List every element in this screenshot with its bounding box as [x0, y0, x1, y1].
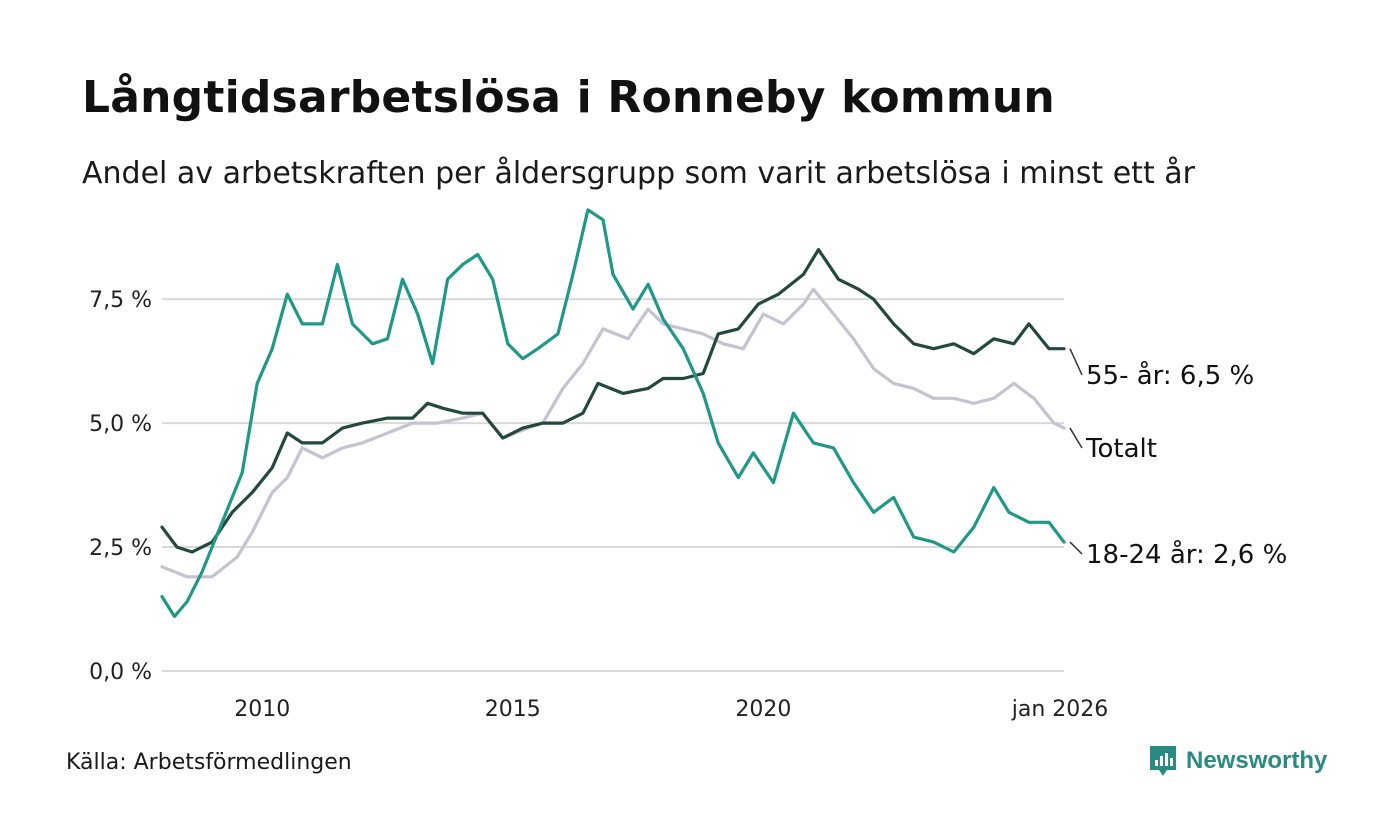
y-tick-label: 0,0 %	[89, 660, 152, 685]
chart-title: Långtidsarbetslösa i Ronneby kommun	[82, 72, 1055, 123]
label-connector-0	[1069, 427, 1083, 449]
x-tick-label: 2015	[485, 697, 541, 722]
source-note: Källa: Arbetsförmedlingen	[66, 750, 352, 775]
label-connector-2	[1069, 541, 1083, 555]
y-axis: 0,0 % 2,5 % 5,0 % 7,5 %	[89, 288, 152, 685]
series-label-2: 18-24 år: 2,6 %	[1086, 539, 1287, 570]
y-tick-label: 2,5 %	[89, 536, 152, 561]
series-line-2	[160, 208, 1066, 619]
x-tick-label: 2020	[735, 697, 791, 722]
newsworthy-logo-icon	[1150, 746, 1176, 776]
y-tick-label: 7,5 %	[89, 288, 152, 313]
series-label-1: 55- år: 6,5 %	[1086, 360, 1254, 391]
label-connector-1	[1069, 348, 1083, 376]
series-lines	[160, 208, 1066, 619]
series-labels: Totalt 55- år: 6,5 % 18-24 år: 2,6 %	[1069, 348, 1287, 570]
series-label-0: Totalt	[1085, 434, 1157, 464]
brand-name: Newsworthy	[1186, 747, 1328, 774]
x-axis: 2010 2015 2020 jan 2026	[234, 697, 1108, 722]
series-line-0	[160, 287, 1066, 579]
x-tick-label: jan 2026	[1011, 697, 1109, 722]
series-line-1	[160, 248, 1066, 554]
gridlines	[162, 298, 1064, 672]
chart-subtitle: Andel av arbetskraften per åldersgrupp s…	[82, 156, 1195, 191]
y-tick-label: 5,0 %	[89, 412, 152, 437]
x-tick-label: 2010	[234, 697, 290, 722]
brand-logo: Newsworthy	[1148, 744, 1327, 778]
